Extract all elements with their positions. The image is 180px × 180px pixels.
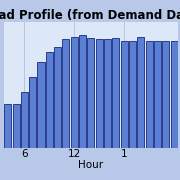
Bar <box>129 40 136 148</box>
Bar <box>154 40 161 148</box>
Bar <box>104 39 111 148</box>
Bar <box>21 92 28 148</box>
Bar <box>46 52 53 148</box>
Bar <box>96 39 103 148</box>
Bar <box>137 37 144 148</box>
Bar <box>170 40 178 148</box>
X-axis label: Hour: Hour <box>78 160 103 170</box>
Bar <box>87 38 94 148</box>
Bar <box>13 103 20 148</box>
Bar <box>71 37 78 148</box>
Bar <box>62 39 69 148</box>
Bar <box>79 35 86 148</box>
Bar <box>4 103 11 148</box>
Bar <box>112 38 119 148</box>
Bar <box>37 62 44 148</box>
Bar <box>54 47 61 148</box>
Bar <box>162 40 169 148</box>
Bar <box>121 40 128 148</box>
Bar <box>29 77 36 148</box>
Bar <box>0 103 3 148</box>
Bar <box>146 40 153 148</box>
Text: Load Profile (from Demand Data 20: Load Profile (from Demand Data 20 <box>0 9 180 22</box>
